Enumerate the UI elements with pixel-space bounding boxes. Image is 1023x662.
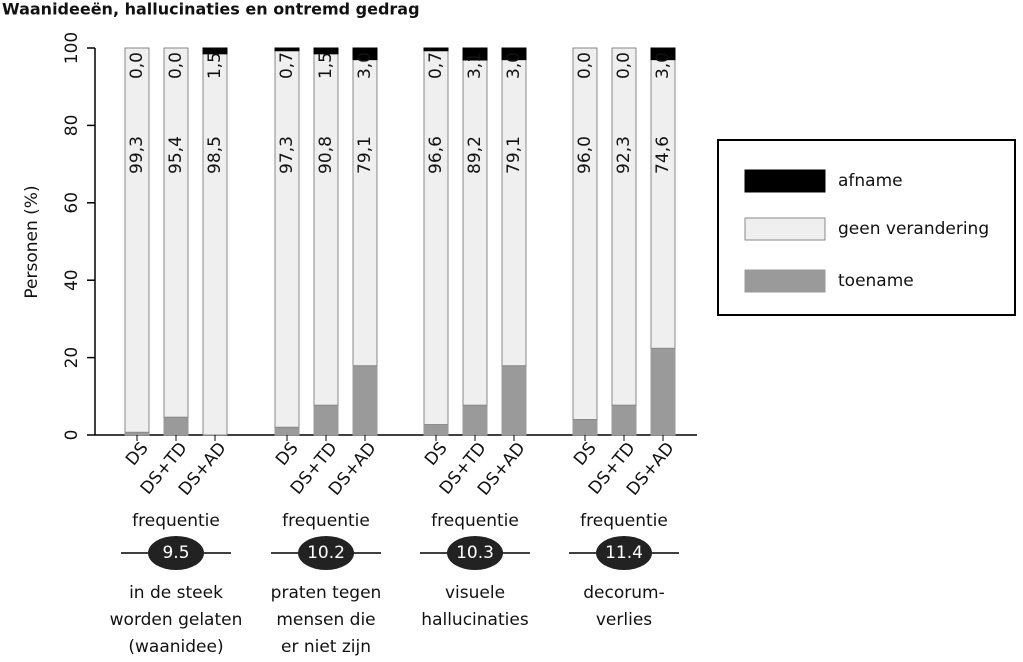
group-description: verlies [596, 610, 652, 630]
y-tick-label: 100 [62, 32, 82, 64]
bar-segment [462, 47, 488, 61]
score-label: 9.5 [162, 543, 189, 563]
value-label: 96,0 [575, 136, 595, 174]
bar-segment [423, 50, 449, 426]
bar-segment [572, 47, 598, 421]
y-tick-label: 60 [62, 192, 82, 214]
bar-segment [423, 424, 449, 436]
bar-segment [274, 426, 300, 436]
bar-segment [650, 59, 676, 349]
bar-segment [501, 59, 527, 367]
value-label: 96,6 [426, 136, 446, 174]
bar-segment [611, 404, 637, 436]
y-tick-label: 0 [62, 430, 82, 441]
bar-segment [501, 365, 527, 436]
legend-swatch [744, 269, 826, 293]
bar-segment [202, 47, 228, 55]
group-description: mensen die [276, 610, 375, 630]
group-description: praten tegen [271, 583, 382, 603]
score-label: 10.2 [307, 543, 345, 563]
legend-swatch [744, 217, 826, 241]
bar-segment [572, 419, 598, 436]
bar-segment [313, 53, 339, 406]
group-description: worden gelaten [110, 610, 243, 630]
bar-segment [202, 53, 228, 436]
legend-swatch [744, 169, 826, 193]
value-label: 3,0 [653, 52, 673, 79]
bar-segment [313, 404, 339, 436]
bar-segment [163, 47, 189, 418]
bar-segment [352, 47, 378, 61]
x-tick-label: DS [272, 439, 303, 470]
group-heading: frequentie [431, 511, 519, 531]
score-badge [447, 536, 503, 570]
value-label: 3,0 [355, 52, 375, 79]
x-tick-label: DS [122, 439, 153, 470]
y-axis-label: Personen (%) [22, 185, 42, 298]
group-heading: frequentie [132, 511, 220, 531]
value-label: 99,3 [127, 136, 147, 174]
value-label: 95,4 [166, 136, 186, 174]
value-label: 0,7 [426, 52, 446, 79]
value-label: 74,6 [653, 136, 673, 174]
value-label: 0,0 [166, 52, 186, 79]
bar-segment [462, 404, 488, 436]
y-tick-label: 40 [62, 269, 82, 291]
value-label: 0,0 [127, 52, 147, 79]
group-description: (waanidee) [128, 637, 223, 657]
legend-label: afname [838, 171, 903, 191]
bar-segment [501, 47, 527, 61]
value-label: 92,3 [614, 136, 634, 174]
value-label: 90,8 [316, 136, 336, 174]
score-label: 11.4 [605, 543, 643, 563]
value-label: 0,0 [575, 52, 595, 79]
x-tick-label: DS [421, 439, 452, 470]
y-tick-label: 80 [62, 115, 82, 137]
bar-segment [650, 347, 676, 436]
bar-segment [611, 47, 637, 406]
bar-segment [462, 59, 488, 406]
group-description: visuele [445, 583, 505, 603]
value-label: 1,5 [316, 52, 336, 79]
value-label: 98,5 [205, 136, 225, 174]
value-label: 79,1 [504, 136, 524, 174]
group-description: in de steek [129, 583, 223, 603]
legend-label: toename [838, 271, 914, 291]
group-description: hallucinaties [421, 610, 529, 630]
bar-segment [163, 416, 189, 436]
value-label: 0,7 [277, 52, 297, 79]
value-label: 3,1 [465, 52, 485, 79]
score-badge [148, 536, 204, 570]
value-label: 3,0 [504, 52, 524, 79]
bar-segment [352, 59, 378, 367]
value-label: 79,1 [355, 136, 375, 174]
value-label: 1,5 [205, 52, 225, 79]
legend-label: geen verandering [838, 219, 989, 239]
value-label: 0,0 [614, 52, 634, 79]
value-label: 89,2 [465, 136, 485, 174]
bar-segment [274, 50, 300, 428]
group-heading: frequentie [282, 511, 370, 531]
value-label: 97,3 [277, 136, 297, 174]
y-tick-label: 20 [62, 347, 82, 369]
bar-segment [274, 47, 300, 52]
group-description: er niet zijn [281, 637, 371, 657]
x-tick-label: DS [570, 439, 601, 470]
chart-title: Waanideeën, hallucinaties en ontremd ged… [2, 0, 420, 19]
group-description: decorum- [583, 583, 664, 603]
bar-segment [650, 47, 676, 61]
score-label: 10.3 [456, 543, 494, 563]
group-heading: frequentie [580, 511, 668, 531]
bar-segment [352, 365, 378, 436]
bar-segment [423, 47, 449, 52]
bar-segment [313, 47, 339, 55]
score-badge [298, 536, 354, 570]
score-badge [596, 536, 652, 570]
bar-segment [124, 47, 150, 433]
